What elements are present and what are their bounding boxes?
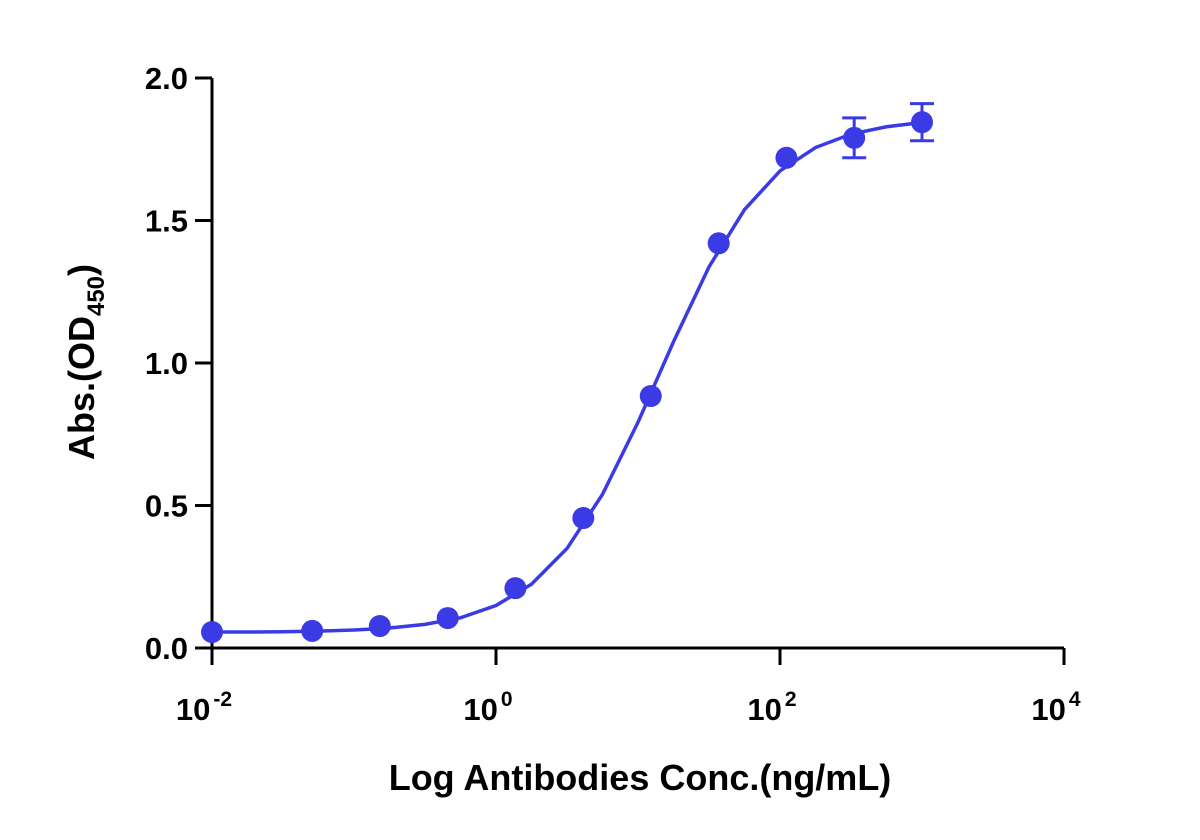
- y-tick-label: 1.0: [145, 346, 188, 381]
- y-axis-title-main: Abs.(OD: [61, 316, 102, 460]
- x-tick-label-exponent: 2: [785, 688, 797, 711]
- y-tick-label: 0.5: [145, 489, 188, 524]
- data-point: [639, 385, 662, 408]
- x-tick-label: 10 2: [747, 688, 796, 727]
- data-point: [572, 507, 595, 530]
- y-tick-label: 0.0: [145, 631, 188, 666]
- y-axis-title-sub: 450: [83, 276, 110, 316]
- x-tick-label-exponent: -2: [213, 688, 232, 711]
- data-point: [911, 111, 933, 134]
- x-tick-label: 10 0: [463, 688, 512, 727]
- data-point: [436, 607, 459, 630]
- y-axis-title: Abs.(OD450): [61, 264, 110, 460]
- data-point: [301, 619, 324, 642]
- y-axis-title-end: ): [61, 264, 102, 276]
- x-axis-title: Log Antibodies Conc.(ng/mL): [389, 757, 892, 798]
- x-tick-label-base: 10: [463, 692, 497, 727]
- x-tick-label: 10 -2: [176, 688, 232, 727]
- data-point: [775, 146, 798, 169]
- data-point: [504, 577, 527, 600]
- data-point: [201, 621, 223, 644]
- data-point: [368, 615, 391, 638]
- x-tick-label-base: 10: [176, 692, 210, 727]
- data-point: [843, 126, 866, 149]
- data-point: [707, 232, 730, 255]
- fit-curve: [212, 120, 923, 634]
- x-tick-label-base: 10: [1031, 692, 1065, 727]
- x-tick-label: 10 4: [1031, 688, 1080, 727]
- x-tick-label-exponent: 4: [1069, 688, 1081, 711]
- y-tick-label: 2.0: [145, 61, 188, 96]
- x-tick-label-exponent: 0: [501, 688, 513, 711]
- y-tick-label: 1.5: [145, 204, 188, 239]
- x-tick-label-base: 10: [747, 692, 781, 727]
